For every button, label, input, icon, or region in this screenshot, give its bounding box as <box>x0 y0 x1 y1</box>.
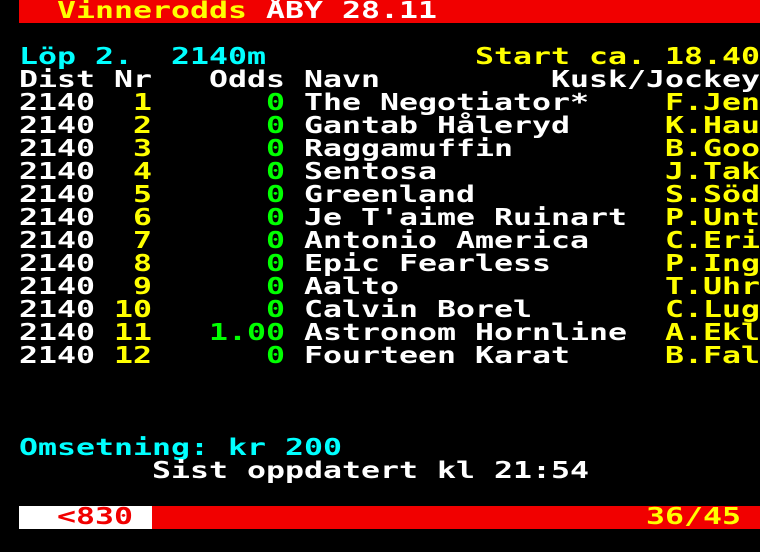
nr-cell: 11 <box>114 320 153 346</box>
jockey-cell: F.Jen <box>665 90 760 116</box>
dist-cell: 2140 <box>19 113 96 139</box>
table-row: 2140 9 0 Aalto T.Uhr <box>0 276 760 299</box>
nr-cell: 3 <box>133 136 153 162</box>
venue-date: ÅBY 28.11 <box>266 0 437 24</box>
jockey-cell: C.Lug <box>665 297 760 323</box>
dist-cell: 2140 <box>19 205 96 231</box>
odds-cell: 0 <box>266 343 286 369</box>
col-header-kusk-jockey: Kusk/Jockey <box>551 67 760 93</box>
name-cell: Epic Fearless <box>304 251 551 277</box>
status-bar-red-segment <box>152 506 760 529</box>
table-row: 2140 1 0 The Negotiator* F.Jen <box>0 92 760 115</box>
title-bar <box>19 0 760 23</box>
name-cell: The Negotiator* <box>304 90 590 116</box>
odds-cell: 0 <box>266 205 286 231</box>
name-cell: Raggamuffin <box>304 136 514 162</box>
name-cell: Je T'aime Ruinart <box>304 205 628 231</box>
dist-cell: 2140 <box>19 274 96 300</box>
jockey-cell: B.Goo <box>665 136 760 162</box>
odds-cell: 0 <box>266 274 286 300</box>
table-row: 2140 7 0 Antonio America C.Eri <box>0 230 760 253</box>
name-cell: Aalto <box>304 274 400 300</box>
nr-cell: 5 <box>133 182 153 208</box>
nr-cell: 8 <box>133 251 153 277</box>
table-row: 2140 6 0 Je T'aime Ruinart P.Unt <box>0 207 760 230</box>
last-updated-text: Sist oppdatert kl 21:54 <box>152 458 590 484</box>
odds-cell: 0 <box>266 90 286 116</box>
odds-cell: 0 <box>266 159 286 185</box>
odds-cell: 0 <box>266 297 286 323</box>
table-row: 2140 2 0 Gantab Håleryd K.Hau <box>0 115 760 138</box>
nr-cell: 1 <box>133 90 153 116</box>
nr-cell: 9 <box>133 274 153 300</box>
jockey-cell: C.Eri <box>665 228 760 254</box>
table-row: 2140 12 0 Fourteen Karat B.Fal <box>0 345 760 368</box>
dist-cell: 2140 <box>19 182 96 208</box>
race-label: Löp 2. <box>19 44 134 70</box>
name-cell: Astronom Hornline <box>304 320 628 346</box>
jockey-cell: K.Hau <box>665 113 760 139</box>
jockey-cell: T.Uhr <box>665 274 760 300</box>
name-cell: Gantab Håleryd <box>304 113 571 139</box>
col-header-odds: Odds <box>209 67 286 93</box>
nr-cell: 7 <box>133 228 153 254</box>
table-row: 2140 10 0 Calvin Borel C.Lug <box>0 299 760 322</box>
name-cell: Calvin Borel <box>304 297 533 323</box>
table-row: 2140 8 0 Epic Fearless P.Ing <box>0 253 760 276</box>
jockey-cell: J.Tak <box>665 159 760 185</box>
table-row: 2140 4 0 Sentosa J.Tak <box>0 161 760 184</box>
jockey-cell: B.Fal <box>665 343 760 369</box>
page-title: Vinnerodds <box>57 0 248 24</box>
turnover-label: Omsetning: <box>19 435 210 461</box>
nr-cell: 10 <box>114 297 153 323</box>
name-cell: Fourteen Karat <box>304 343 571 369</box>
odds-cell: 0 <box>266 182 286 208</box>
odds-cell: 1.00 <box>209 320 286 346</box>
dist-cell: 2140 <box>19 343 96 369</box>
table-row: 2140 5 0 Greenland S.Söd <box>0 184 760 207</box>
jockey-cell: P.Unt <box>665 205 760 231</box>
dist-cell: 2140 <box>19 90 96 116</box>
jockey-cell: P.Ing <box>665 251 760 277</box>
table-row: 2140 3 0 Raggamuffin B.Goo <box>0 138 760 161</box>
odds-cell: 0 <box>266 113 286 139</box>
name-cell: Antonio America <box>304 228 590 254</box>
dist-cell: 2140 <box>19 228 96 254</box>
odds-cell: 0 <box>266 251 286 277</box>
col-header-dist: Dist <box>19 67 96 93</box>
col-header-navn: Navn <box>304 67 381 93</box>
race-distance: 2140m <box>171 44 267 70</box>
nr-cell: 2 <box>133 113 153 139</box>
status-bar-white-segment <box>19 506 152 529</box>
page-link[interactable]: <830 <box>57 504 134 530</box>
dist-cell: 2140 <box>19 159 96 185</box>
name-cell: Greenland <box>304 182 475 208</box>
jockey-cell: S.Söd <box>665 182 760 208</box>
col-header-nr: Nr <box>114 67 153 93</box>
nr-cell: 4 <box>133 159 153 185</box>
nr-cell: 12 <box>114 343 153 369</box>
odds-cell: 0 <box>266 228 286 254</box>
name-cell: Sentosa <box>304 159 438 185</box>
dist-cell: 2140 <box>19 136 96 162</box>
turnover-value: kr 200 <box>228 435 343 461</box>
dist-cell: 2140 <box>19 251 96 277</box>
odds-cell: 0 <box>266 136 286 162</box>
page-indicator: 36/45 <box>646 504 742 530</box>
race-start-time: Start ca. 18.40 <box>475 44 760 70</box>
nr-cell: 6 <box>133 205 153 231</box>
dist-cell: 2140 <box>19 320 96 346</box>
dist-cell: 2140 <box>19 297 96 323</box>
jockey-cell: A.Ekl <box>665 320 760 346</box>
table-row: 2140 11 1.00 Astronom Hornline A.Ekl <box>0 322 760 345</box>
